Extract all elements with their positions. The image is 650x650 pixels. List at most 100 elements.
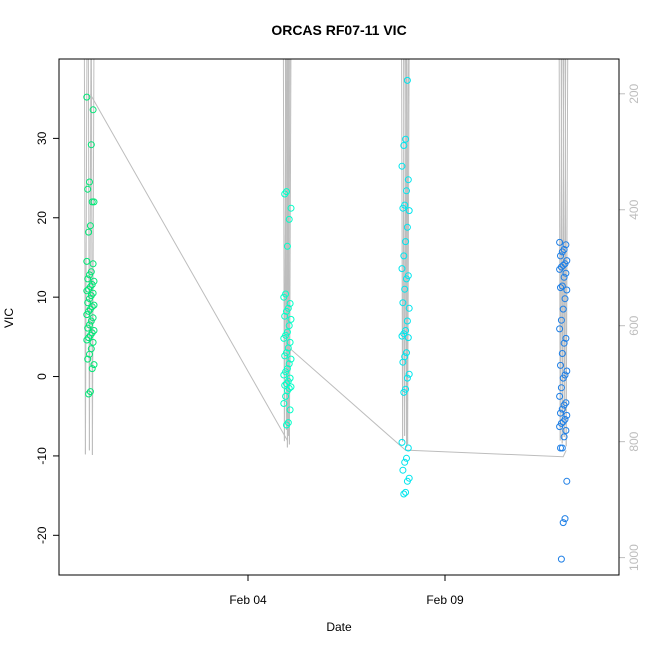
data-point xyxy=(400,252,408,260)
data-point xyxy=(403,223,411,231)
pressure-profile-line xyxy=(407,58,410,445)
pressure-profile-line xyxy=(565,58,569,447)
data-point xyxy=(563,286,571,294)
data-point xyxy=(403,275,410,283)
data-point xyxy=(403,317,411,325)
data-point xyxy=(402,135,410,143)
data-point xyxy=(563,367,571,375)
data-point xyxy=(83,287,91,295)
data-point xyxy=(400,142,408,149)
data-point xyxy=(557,316,565,324)
data-point xyxy=(403,349,410,357)
data-point xyxy=(280,371,288,379)
data-point xyxy=(558,405,566,413)
data-point xyxy=(556,265,564,273)
y2-tick-label: 1000 xyxy=(627,544,641,571)
data-point xyxy=(558,350,566,357)
data-point xyxy=(86,178,93,186)
data-point xyxy=(557,252,564,260)
pressure-transit-line xyxy=(89,94,567,458)
data-point xyxy=(282,392,290,400)
y-tick-label: 0 xyxy=(35,373,49,380)
data-point xyxy=(557,284,564,292)
data-point xyxy=(557,555,565,563)
data-point xyxy=(560,433,568,441)
data-point xyxy=(281,190,289,198)
data-point xyxy=(557,409,564,417)
data-point xyxy=(560,339,568,347)
data-point xyxy=(285,215,293,223)
data-point xyxy=(89,338,97,346)
data-point xyxy=(286,406,294,414)
y-tick-label: -20 xyxy=(35,526,49,544)
data-point xyxy=(90,361,98,369)
data-point xyxy=(287,383,295,391)
pressure-profile-line xyxy=(88,58,92,451)
data-point xyxy=(86,305,94,313)
data-point xyxy=(399,466,407,474)
data-point xyxy=(560,273,568,281)
x-tick-label: Feb 09 xyxy=(426,593,464,607)
data-point xyxy=(86,350,93,358)
data-point xyxy=(287,204,295,212)
data-point xyxy=(86,271,93,279)
data-point xyxy=(86,222,94,230)
data-point xyxy=(281,312,289,320)
data-point xyxy=(558,282,566,290)
data-point xyxy=(85,390,93,398)
data-point xyxy=(83,336,91,344)
data-point xyxy=(562,269,570,277)
pressure-profile-line xyxy=(91,58,95,455)
data-point xyxy=(84,185,92,193)
data-point xyxy=(85,228,93,236)
plot-frame xyxy=(58,58,620,576)
data-point xyxy=(88,281,96,288)
y-tick-label: 10 xyxy=(35,290,49,304)
data-point xyxy=(90,301,98,309)
data-point xyxy=(557,361,564,369)
data-point xyxy=(285,360,293,368)
data-point xyxy=(84,355,92,363)
y-tick-label: 30 xyxy=(35,131,49,145)
data-point xyxy=(561,295,569,303)
data-point xyxy=(88,198,96,206)
data-point xyxy=(287,315,295,323)
data-point xyxy=(402,488,410,496)
data-point xyxy=(563,477,571,485)
data-point xyxy=(398,438,406,446)
data-point xyxy=(284,344,292,352)
data-point xyxy=(83,311,91,319)
data-point xyxy=(556,423,564,431)
data-point xyxy=(83,93,91,101)
data-point xyxy=(403,477,411,485)
data-point xyxy=(558,248,566,256)
y2-tick-label: 400 xyxy=(627,199,641,219)
data-point xyxy=(400,388,408,396)
pressure-traces xyxy=(83,58,569,458)
data-point xyxy=(399,358,407,366)
data-point xyxy=(560,401,568,409)
data-point xyxy=(559,374,567,382)
data-point xyxy=(404,176,412,184)
data-point xyxy=(398,332,406,340)
data-point xyxy=(403,374,411,382)
data-point xyxy=(562,241,570,249)
data-point xyxy=(563,411,571,419)
data-point xyxy=(89,106,97,114)
data-point xyxy=(398,265,406,273)
data-point xyxy=(280,293,288,301)
data-point xyxy=(89,260,97,268)
y-tick-label: -10 xyxy=(35,447,49,465)
data-point xyxy=(280,334,288,342)
x-axis-label: Date xyxy=(326,620,352,634)
data-point xyxy=(404,444,412,452)
data-point xyxy=(400,490,408,498)
y2-tick-label: 800 xyxy=(627,431,641,451)
data-points xyxy=(83,76,571,563)
data-point xyxy=(559,418,567,426)
data-point xyxy=(85,285,93,293)
data-point xyxy=(84,299,92,307)
axes: -20 -10 0 10 20 30 200 400 600 800 1000 Feb 04 Feb 0… xyxy=(35,83,641,607)
data-point xyxy=(281,352,289,360)
